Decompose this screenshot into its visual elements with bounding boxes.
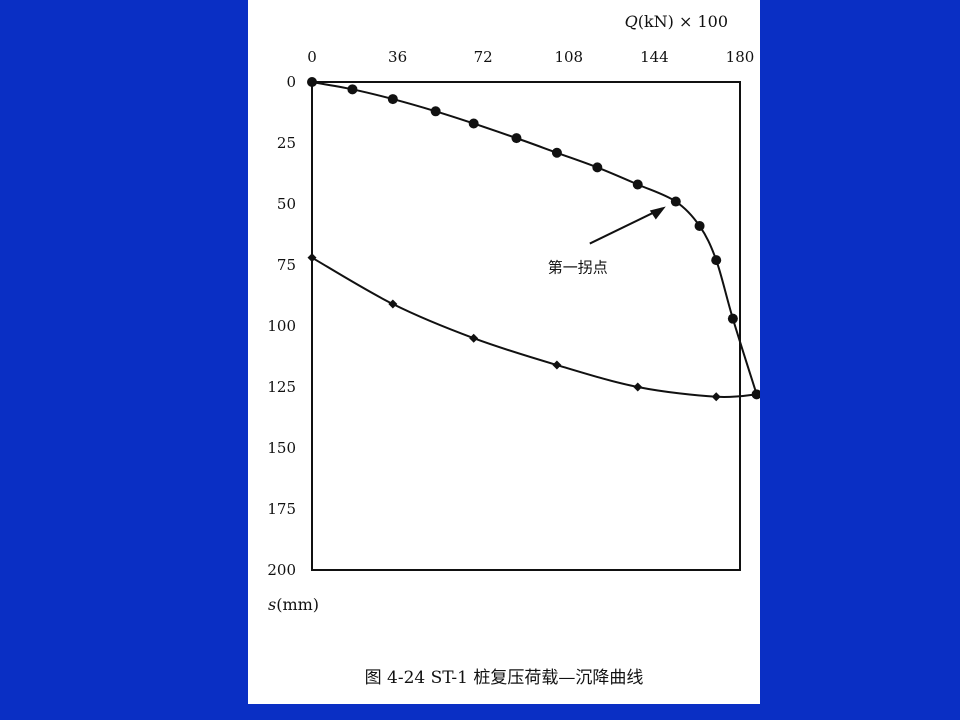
loading-point [511, 133, 522, 144]
x-tick-label: 0 [307, 48, 317, 66]
loading-point [694, 220, 705, 231]
loading-point [670, 196, 681, 207]
y-tick-label: 75 [277, 256, 296, 274]
y-tick-label: 25 [277, 134, 296, 152]
x-axis-title: Q(kN) × 100 [625, 12, 728, 31]
y-tick-label: 125 [267, 378, 296, 396]
unloading-curve [311, 256, 757, 399]
y-tick-label: 150 [267, 439, 296, 457]
x-tick-label: 144 [640, 48, 669, 66]
y-tick-label: 0 [286, 73, 296, 91]
figure-caption: 图 4-24 ST-1 桩复压荷载—沉降曲线 [365, 668, 644, 688]
x-tick-label: 36 [388, 48, 407, 66]
y-tick-label: 50 [277, 195, 296, 213]
x-axis-title-symbol: Q [625, 12, 638, 31]
annotation-label: 第一拐点 [548, 259, 608, 277]
unloading-point [469, 333, 479, 343]
loading-point [727, 313, 738, 324]
loading-point [468, 118, 479, 129]
annotation-arrow-line [589, 207, 663, 245]
figure-panel: 0 36 72 108 144 180 0 25 50 75 100 125 150 175 200 第一… [248, 0, 760, 704]
x-tick-label: 108 [554, 48, 583, 66]
loading-point [387, 94, 398, 105]
loading-point [307, 77, 317, 87]
x-tick-label: 72 [474, 48, 493, 66]
plot-frame [311, 81, 741, 571]
loading-point [551, 147, 562, 158]
y-axis-title: s(mm) [268, 595, 319, 614]
loading-point [592, 162, 603, 173]
y-tick-label: 175 [267, 500, 296, 518]
load-settlement-chart: 0 36 72 108 144 180 0 25 50 75 100 125 150 175 200 第一… [267, 12, 760, 688]
unloading-point [711, 392, 721, 402]
y-tick-label: 200 [267, 561, 296, 579]
x-axis-title-unit: (kN) × 100 [638, 12, 728, 31]
loading-point [430, 106, 441, 117]
y-tick-label: 100 [267, 317, 296, 335]
unloading-point [552, 360, 562, 370]
loading-curve [311, 81, 758, 395]
unloading-point [752, 389, 760, 399]
loading-point [711, 255, 722, 266]
loading-point [347, 84, 358, 95]
unloading-point [388, 299, 398, 309]
unloading-point [307, 253, 317, 263]
annotation-arrowhead [649, 206, 666, 220]
y-axis-title-unit: (mm) [276, 595, 319, 614]
x-tick-label: 180 [726, 48, 755, 66]
y-axis-title-symbol: s [268, 595, 276, 614]
loading-point [632, 179, 643, 190]
unloading-point [633, 382, 643, 392]
